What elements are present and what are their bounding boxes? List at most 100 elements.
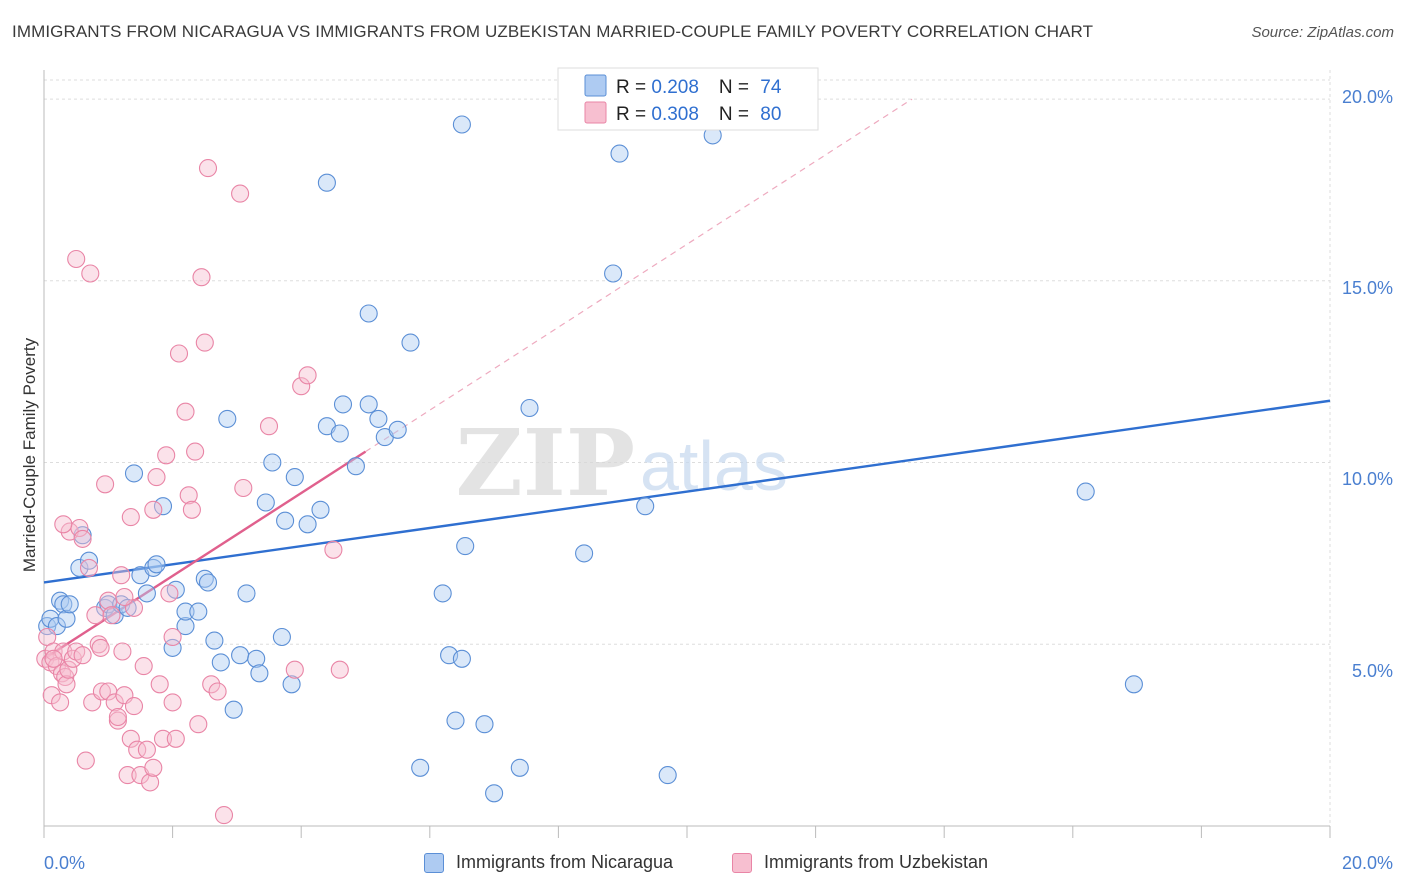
point-blue-73: [1124, 675, 1143, 694]
point-pink-68: [292, 377, 311, 396]
point-blue-40: [282, 675, 301, 694]
point-pink-78: [163, 627, 182, 647]
point-pink-4: [44, 642, 63, 661]
legend-r-label-blue: R =: [616, 77, 651, 98]
point-pink-71: [330, 660, 349, 679]
point-blue-55: [411, 758, 430, 777]
point-pink-56: [186, 442, 205, 461]
point-pink-24: [91, 638, 110, 657]
point-pink-79: [115, 587, 134, 607]
point-pink-72: [54, 515, 73, 534]
point-pink-75: [44, 649, 63, 668]
point-blue-7: [70, 558, 89, 577]
point-pink-11: [59, 660, 78, 679]
legend-swatch-blue: [584, 74, 607, 97]
point-pink-67: [285, 660, 304, 679]
point-blue-56: [433, 584, 452, 603]
point-blue-9: [79, 551, 99, 570]
point-blue-51: [369, 409, 388, 428]
point-blue-69: [636, 497, 655, 516]
point-blue-24: [176, 602, 195, 621]
point-blue-41: [285, 468, 304, 487]
point-pink-26: [96, 475, 115, 494]
point-pink-20: [67, 249, 86, 269]
point-blue-17: [137, 584, 156, 603]
bottom-legend: Immigrants from Nicaragua Immigrants fro…: [0, 850, 1406, 880]
point-pink-44: [144, 758, 163, 777]
point-pink-25: [92, 682, 111, 701]
y-tick-label-5: 5.0%: [1352, 661, 1393, 681]
x-tick-label-20: 20.0%: [1342, 853, 1393, 873]
point-blue-39: [276, 511, 295, 530]
point-blue-49: [359, 304, 378, 323]
trend-extension-pink: [365, 98, 913, 453]
point-pink-61: [202, 675, 221, 694]
point-pink-32: [112, 566, 131, 585]
point-blue-43: [311, 500, 330, 519]
point-pink-46: [150, 675, 169, 694]
point-pink-47: [153, 729, 173, 748]
point-blue-36: [256, 493, 275, 512]
point-pink-33: [113, 642, 132, 661]
point-blue-42: [298, 515, 317, 534]
point-blue-70: [658, 766, 677, 785]
trend-line-blue: [43, 399, 1331, 584]
legend-r-label-pink: R =: [616, 104, 651, 125]
point-pink-73: [108, 707, 127, 727]
legend-swatch-nicaragua: [424, 852, 444, 873]
point-blue-34: [247, 649, 266, 668]
source-label: Source: ZipAtlas.com: [1251, 24, 1394, 41]
point-pink-29: [102, 606, 121, 625]
point-blue-65: [520, 398, 539, 418]
legend-swatch-pink: [584, 101, 607, 124]
y-tick-label-20: 20.0%: [1342, 87, 1393, 107]
legend-row-pink: R = 0.308 N = 80: [616, 104, 781, 125]
point-pink-65: [234, 478, 253, 498]
point-pink-77: [121, 508, 140, 527]
legend-label-nicaragua: Immigrants from Nicaragua: [456, 852, 674, 872]
point-pink-52: [169, 344, 189, 363]
point-pink-62: [208, 682, 227, 701]
point-blue-32: [231, 646, 250, 665]
point-blue-50: [359, 395, 378, 414]
tick-labels: 5.0% 10.0% 15.0% 20.0% 0.0% 20.0%: [44, 87, 1393, 873]
point-pink-66: [259, 417, 279, 436]
legend-label-uzbekistan: Immigrants from Uzbekistan: [764, 852, 989, 872]
point-blue-60: [452, 115, 471, 134]
point-pink-36: [121, 729, 140, 748]
legend-item-nicaragua[interactable]: Immigrants from Nicaragua: [424, 852, 673, 873]
point-blue-59: [452, 649, 471, 668]
point-pink-39: [128, 740, 147, 759]
point-blue-54: [401, 333, 420, 352]
point-pink-70: [324, 540, 343, 559]
point-blue-53: [388, 420, 407, 439]
legend-item-uzbekistan[interactable]: Immigrants from Uzbekistan: [732, 852, 988, 873]
point-pink-64: [231, 184, 250, 203]
point-blue-67: [604, 264, 623, 283]
legend-n-value-pink: 80: [760, 104, 781, 125]
data-points: [36, 115, 1143, 825]
point-blue-66: [575, 544, 594, 563]
point-pink-60: [198, 159, 218, 178]
point-pink-57: [189, 715, 208, 734]
point-blue-23: [176, 617, 195, 636]
x-tick-label-0: 0.0%: [44, 853, 85, 873]
point-blue-3: [51, 591, 70, 610]
point-pink-10: [57, 675, 76, 694]
point-pink-30: [105, 693, 124, 712]
point-pink-69: [298, 366, 317, 385]
watermark: ZIP atlas: [456, 409, 788, 517]
point-pink-51: [166, 729, 185, 748]
point-blue-29: [211, 653, 230, 672]
point-blue-64: [510, 758, 529, 777]
point-blue-25: [189, 602, 208, 621]
point-blue-46: [330, 424, 349, 443]
chart-title: IMMIGRANTS FROM NICARAGUA VS IMMIGRANTS …: [12, 22, 1094, 41]
y-axis-label: Married-Couple Family Poverty: [20, 337, 39, 573]
point-blue-14: [118, 598, 137, 617]
point-blue-15: [124, 464, 144, 483]
point-pink-18: [79, 558, 99, 577]
legend-row-blue: R = 0.208 N = 74: [616, 77, 782, 98]
point-pink-41: [134, 657, 153, 676]
point-pink-74: [144, 500, 163, 519]
